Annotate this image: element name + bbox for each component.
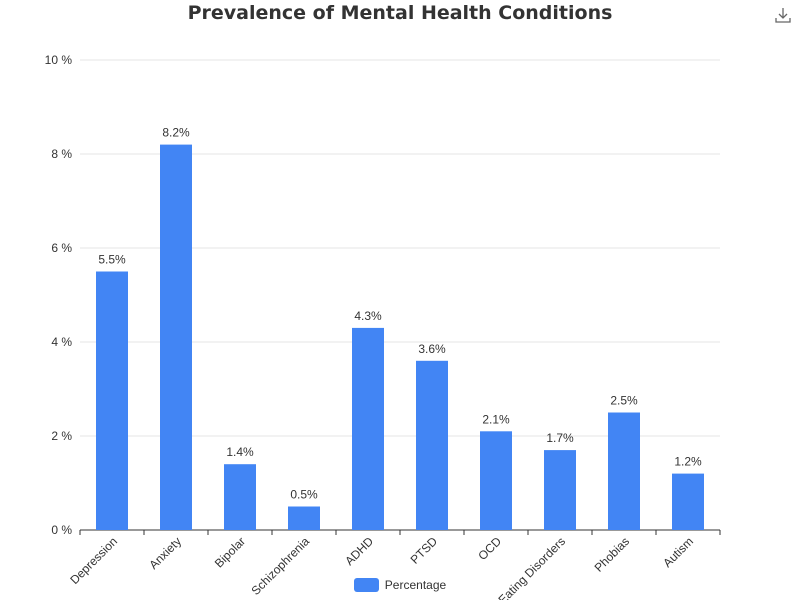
bar <box>96 271 128 530</box>
bar <box>608 412 640 530</box>
data-label: 1.2% <box>674 455 702 469</box>
download-icon[interactable] <box>774 6 792 24</box>
legend-label: Percentage <box>384 578 447 592</box>
bar <box>160 144 192 530</box>
x-tick-label: Phobias <box>592 534 633 575</box>
y-tick-label: 10 % <box>45 53 73 67</box>
x-tick-label: Bipolar <box>212 534 248 570</box>
x-tick-label: Anxiety <box>146 534 184 572</box>
bar <box>224 464 256 530</box>
data-label: 1.7% <box>546 431 574 445</box>
y-tick-label: 8 % <box>51 147 72 161</box>
y-tick-label: 2 % <box>51 429 72 443</box>
data-label: 5.5% <box>98 253 126 267</box>
legend[interactable]: Percentage <box>0 578 800 592</box>
x-tick-label: PTSD <box>408 534 441 567</box>
bar <box>352 327 384 530</box>
bar <box>288 506 320 530</box>
bar <box>544 450 576 530</box>
x-tick-label: Autism <box>660 534 696 570</box>
data-label: 0.5% <box>290 488 318 502</box>
data-label: 2.1% <box>482 412 510 426</box>
bar <box>416 360 448 530</box>
data-label: 4.3% <box>354 309 382 323</box>
x-tick-label: ADHD <box>342 534 376 568</box>
y-tick-label: 6 % <box>51 241 72 255</box>
x-tick-label: OCD <box>475 534 504 563</box>
legend-swatch <box>353 578 379 592</box>
data-label: 2.5% <box>610 394 638 408</box>
bar <box>480 431 512 530</box>
y-tick-label: 0 % <box>51 523 72 537</box>
data-label: 3.6% <box>418 342 446 356</box>
y-tick-label: 4 % <box>51 335 72 349</box>
bar <box>672 473 704 530</box>
data-label: 1.4% <box>226 445 254 459</box>
chart-title: Prevalence of Mental Health Conditions <box>187 2 613 24</box>
data-label: 8.2% <box>162 126 190 140</box>
